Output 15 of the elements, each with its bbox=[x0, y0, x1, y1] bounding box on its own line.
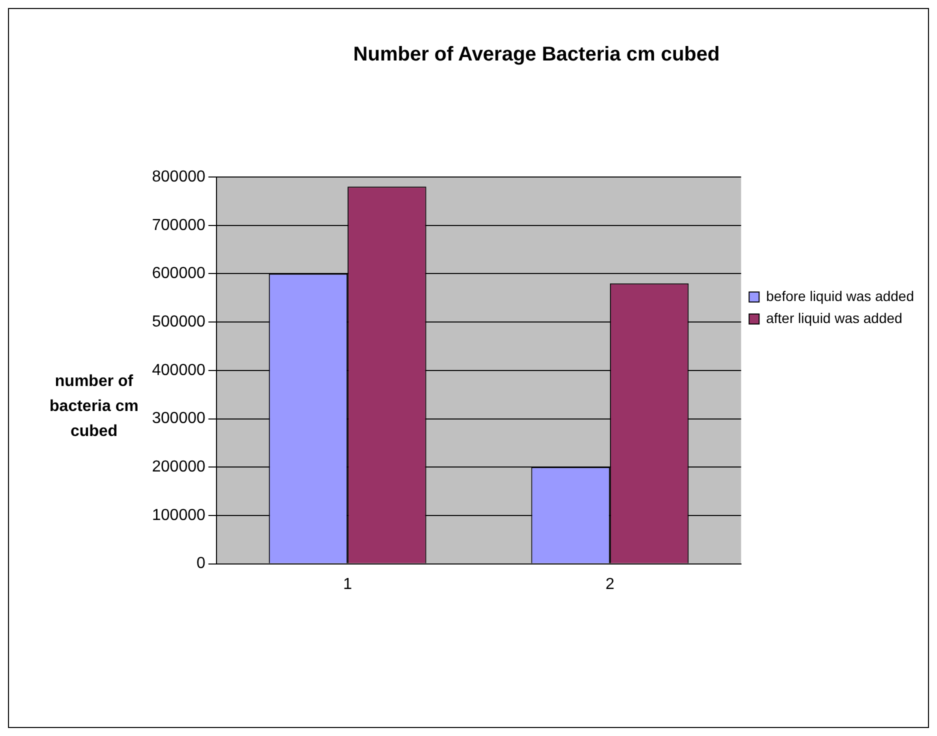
y-tick-label: 200000 bbox=[152, 458, 206, 476]
legend-label: before liquid was added bbox=[766, 288, 914, 304]
y-tick-label: 700000 bbox=[152, 216, 206, 234]
x-tick-label: 2 bbox=[605, 576, 614, 593]
x-tick-label: 1 bbox=[343, 576, 352, 593]
legend-label: after liquid was added bbox=[766, 310, 902, 326]
chart-title: Number of Average Bacteria cm cubed bbox=[353, 44, 720, 66]
y-tick-label: 0 bbox=[196, 555, 206, 572]
y-tick-label: 100000 bbox=[152, 506, 206, 524]
y-tick-label: 400000 bbox=[152, 362, 206, 379]
y-tick-label: 800000 bbox=[152, 168, 206, 186]
y-tick-label: 600000 bbox=[152, 265, 206, 282]
y-axis-title: number of bacteria cm cubed bbox=[50, 373, 138, 440]
y-tick-label: 500000 bbox=[152, 313, 206, 330]
y-tick-label: 300000 bbox=[152, 410, 206, 428]
